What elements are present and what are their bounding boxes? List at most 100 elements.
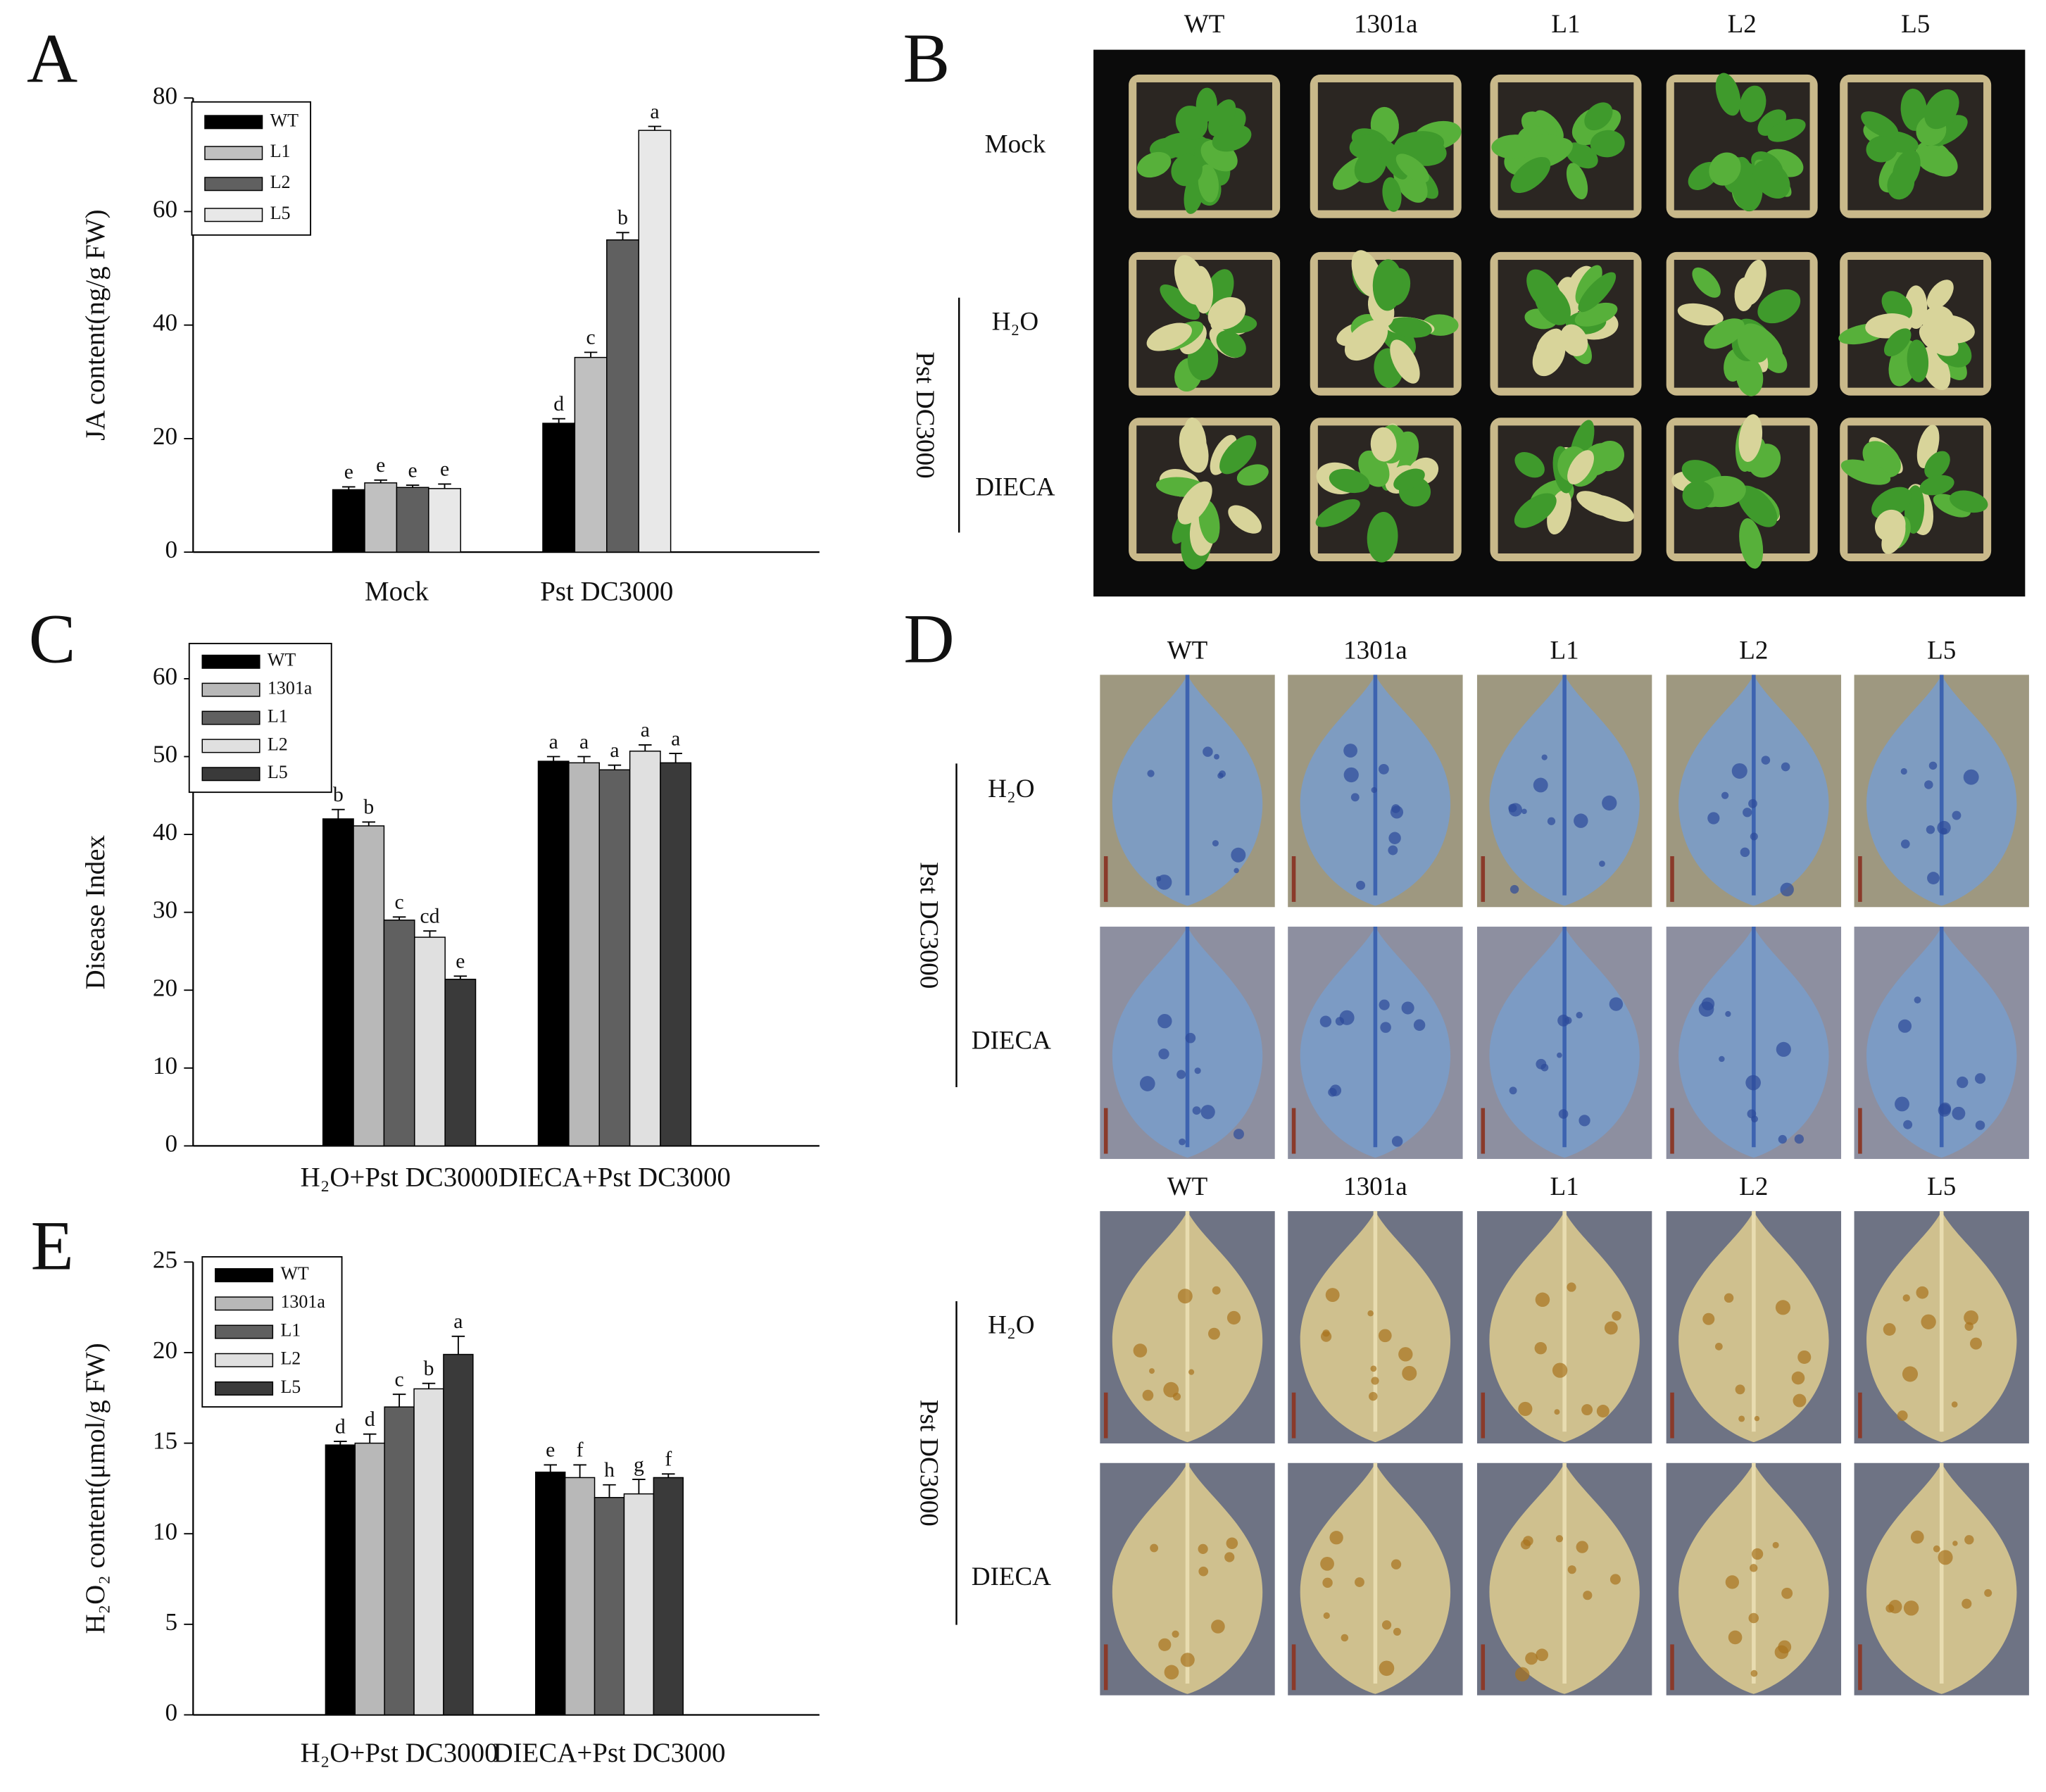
bar (623, 1493, 655, 1716)
stain-spot (1602, 795, 1617, 811)
leaf (1207, 297, 1246, 330)
leaf (1370, 427, 1397, 462)
bar (594, 1497, 625, 1716)
leaf (1950, 490, 1988, 513)
leaf (1395, 153, 1429, 183)
stain-spot (1735, 1384, 1745, 1395)
stain-spot (1721, 791, 1729, 799)
stain-spot (1714, 1342, 1723, 1351)
leaf (1195, 87, 1217, 123)
y-axis-label: Disease Index (80, 835, 111, 989)
significance-letter: e (440, 458, 449, 481)
stain-spot (1391, 804, 1400, 813)
stain-spot (1142, 1389, 1154, 1401)
error-bar (392, 1393, 406, 1408)
error-bar (544, 1464, 557, 1472)
stain-spot (1698, 1001, 1714, 1017)
leaf (1584, 102, 1613, 131)
group-label: Pst DC3000 (914, 1400, 943, 1527)
error-bar (584, 351, 598, 358)
y-tick-label: 30 (153, 896, 177, 924)
column-header: L2 (1739, 1172, 1768, 1201)
stain-spot (1604, 1321, 1618, 1335)
stain-spot (1325, 1288, 1340, 1302)
column-header: 1301a (1354, 10, 1418, 39)
y-tick-label: 50 (153, 741, 177, 768)
leaf (1388, 317, 1432, 338)
leaf (1709, 152, 1741, 186)
stain-spot (1897, 1410, 1908, 1422)
column-header: WT (1184, 10, 1225, 39)
error-bar (332, 808, 345, 819)
scale-bar (1103, 1392, 1108, 1439)
stain-spot (1750, 1564, 1758, 1572)
scale-bar (1481, 1392, 1486, 1439)
stain-spot (1794, 1134, 1805, 1144)
significance-letter: f (665, 1448, 672, 1471)
stain-spot (1402, 1365, 1417, 1381)
stain-spot (1150, 1543, 1159, 1553)
stain-spot (1329, 1084, 1342, 1096)
stain-spot (1754, 1415, 1760, 1422)
stain-spot (1748, 1612, 1759, 1624)
scale-bar (1670, 1644, 1674, 1691)
stain-spot (1350, 793, 1360, 802)
leaf (1739, 85, 1766, 123)
stain-spot (1778, 1640, 1792, 1654)
legend-swatch (201, 767, 261, 782)
column-header: L2 (1728, 10, 1757, 39)
stain-spot (1176, 1070, 1186, 1079)
significance-letter: a (549, 731, 558, 753)
stain-spot (1567, 1565, 1576, 1574)
leaf (1739, 518, 1764, 569)
stain-spot (1185, 1032, 1196, 1044)
stain-spot (1398, 1347, 1413, 1362)
stain-spot (1557, 1052, 1562, 1058)
stain-spot (1975, 1120, 1985, 1130)
stain-spot (1219, 770, 1226, 778)
x-tick-label: H₂O+Pst DC3000 (301, 1163, 498, 1193)
stain-spot (1748, 798, 1757, 808)
leaf (1767, 118, 1806, 142)
stain-spot (1609, 997, 1624, 1011)
legend-swatch (215, 1268, 274, 1283)
column-header: 1301a (1343, 1172, 1407, 1201)
leaf (1207, 99, 1236, 137)
error-bar (552, 418, 565, 424)
leaf (1491, 134, 1537, 159)
leaf (1344, 320, 1388, 361)
legend-label: L5 (268, 762, 288, 782)
row-label: H₂O (988, 1311, 1034, 1340)
stain-spot (1612, 1310, 1621, 1321)
error-bar (616, 232, 629, 240)
leaf (1692, 267, 1721, 298)
column-header: WT (1167, 636, 1208, 665)
stain-spot (1702, 1312, 1715, 1325)
leaf (1682, 481, 1714, 510)
significance-letter: a (453, 1310, 463, 1333)
stain-spot (1924, 780, 1933, 789)
bar (353, 825, 385, 1147)
stain-spot (1984, 1589, 1992, 1597)
error-bar (603, 1484, 616, 1498)
stain-spot (1343, 744, 1358, 758)
stain-spot (1518, 1401, 1533, 1417)
significance-letter: b (363, 796, 374, 819)
scale-bar (1103, 856, 1108, 902)
stain-spot (1371, 787, 1377, 794)
stain-spot (1927, 872, 1940, 884)
stain-spot (1797, 1350, 1812, 1364)
leaf (1586, 494, 1634, 522)
error-bar (669, 753, 682, 763)
stain-spot (1952, 810, 1962, 820)
stain-spot (1388, 845, 1398, 856)
leaf (1216, 330, 1246, 358)
stain-spot (1964, 1310, 1978, 1325)
legend-label: WT (280, 1263, 308, 1284)
stain-spot (1951, 1401, 1958, 1408)
stain-spot (1391, 1136, 1403, 1147)
error-bar (608, 764, 622, 770)
scale-bar (1670, 1392, 1674, 1439)
y-tick-label: 40 (153, 818, 177, 846)
stain-spot (1198, 1543, 1208, 1554)
